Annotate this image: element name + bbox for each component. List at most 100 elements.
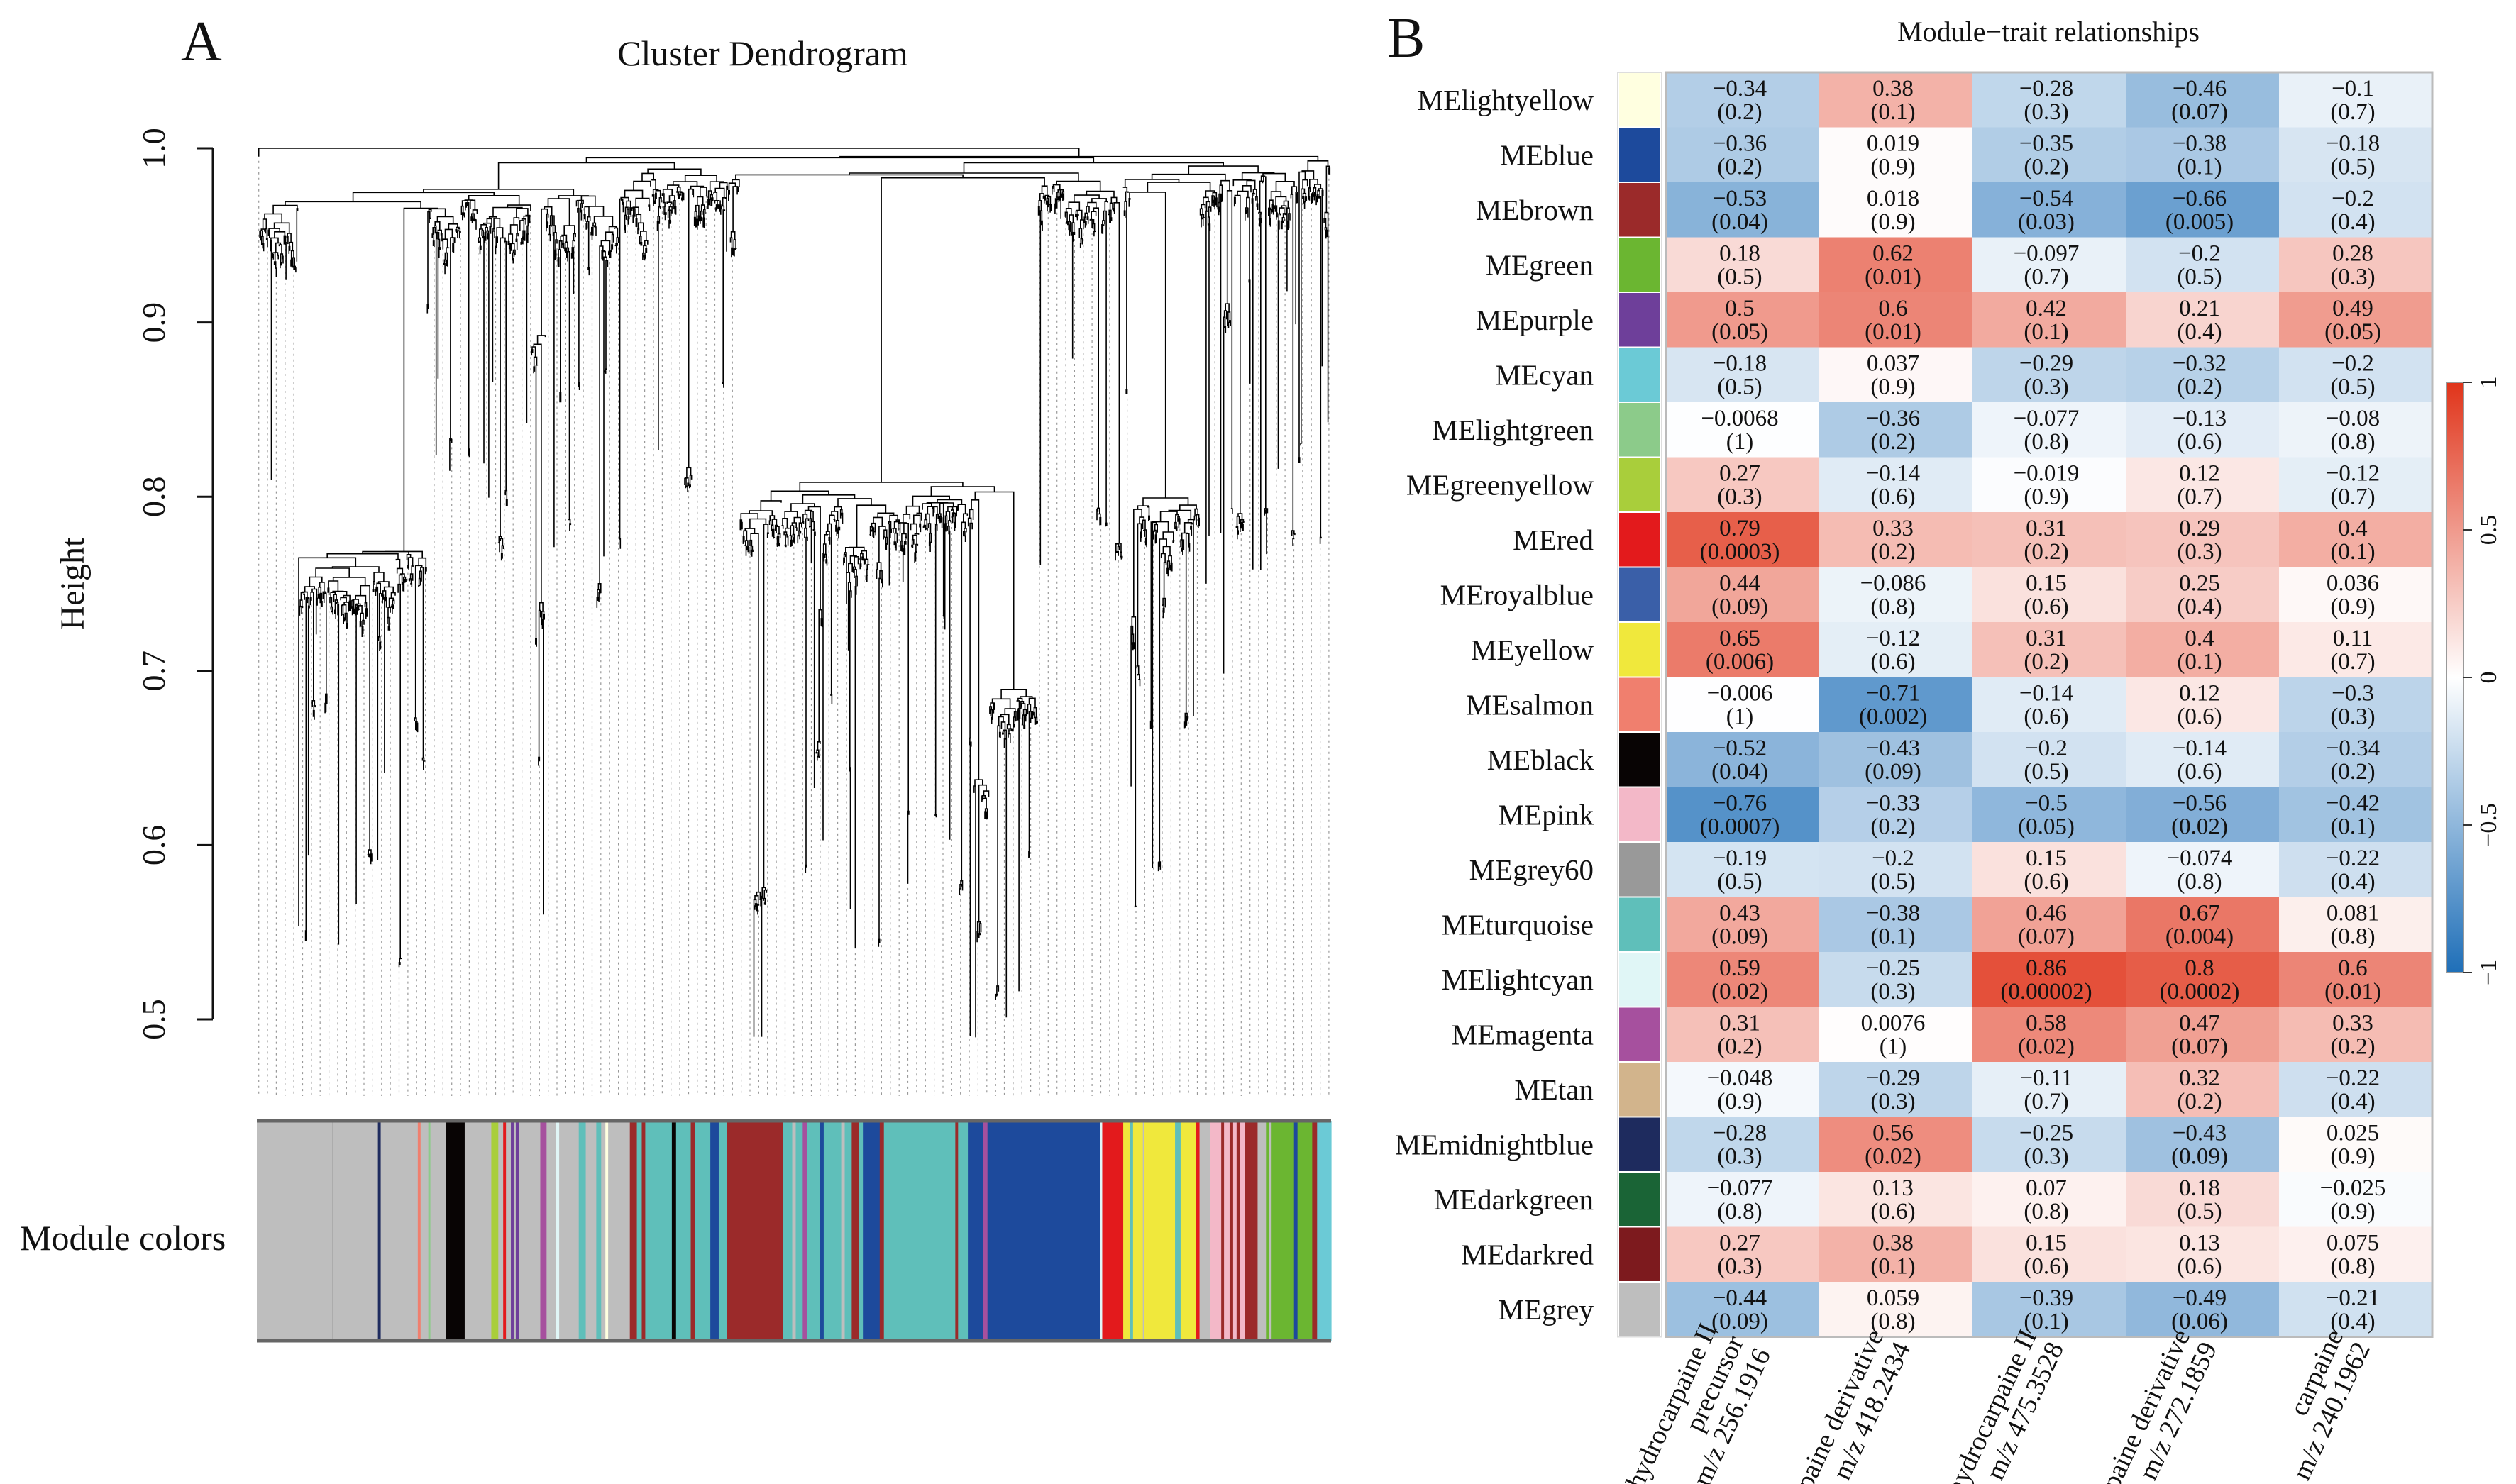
correlation-value: −0.12 — [1866, 626, 1920, 651]
colorbar-tick-label: −0.5 — [2476, 803, 2502, 847]
correlation-value: −0.43 — [1866, 736, 1920, 761]
correlation-value: 0.4 — [2185, 626, 2214, 651]
module-color-swatch — [1619, 458, 1660, 511]
heatmap-cell — [1819, 1007, 1973, 1063]
heatmap-cell — [1666, 897, 1820, 953]
module-strip-segment — [608, 1121, 631, 1341]
p-value: (0.8) — [2024, 429, 2068, 455]
p-value: (0.2) — [1870, 539, 1915, 565]
p-value: (0.4) — [2330, 209, 2375, 235]
heatmap-cell — [2279, 127, 2433, 183]
correlation-value: −0.29 — [1866, 1065, 1920, 1091]
p-value: (0.3) — [1717, 1254, 1762, 1280]
correlation-value: 0.5 — [1725, 296, 1754, 321]
p-value: (0.02) — [2171, 814, 2228, 840]
p-value: (0.00002) — [2000, 979, 2092, 1004]
heatmap-cell — [2279, 897, 2433, 953]
heatmap-cell — [2279, 1062, 2433, 1117]
heatmap-cell — [1972, 952, 2126, 1007]
heatmap-cell — [2279, 1226, 2433, 1283]
p-value: (0.7) — [2024, 1089, 2068, 1114]
module-strip-segment — [641, 1121, 646, 1341]
heatmap-cell — [2279, 842, 2433, 897]
trait-label: carpainem/z 240.1962 — [2260, 1325, 2376, 1484]
module-strip-segment — [883, 1121, 956, 1341]
correlation-value: 0.49 — [2332, 296, 2373, 321]
module-strip-segment — [511, 1121, 514, 1341]
heatmap-cell — [1666, 732, 1820, 787]
correlation-value: 0.15 — [2026, 571, 2067, 597]
module-label: MElightyellow — [1418, 84, 1594, 116]
colorbar-tick-label: 1 — [2476, 377, 2502, 389]
heatmap-cell — [1666, 237, 1820, 293]
heatmap-cell — [2126, 457, 2280, 513]
module-label: MEblack — [1487, 743, 1594, 776]
correlation-value: 0.79 — [1719, 516, 1760, 541]
p-value: (0.4) — [2330, 1089, 2375, 1114]
module-strip-segment — [863, 1121, 881, 1341]
module-strip-segment — [879, 1121, 885, 1341]
correlation-value: 0.6 — [2338, 956, 2367, 981]
trait-label: dehydrocarpaine IIm/z 475.3528 — [1929, 1325, 2070, 1484]
heatmap-cell — [2126, 787, 2280, 843]
y-tick-label: 0.8 — [136, 476, 172, 517]
heatmap-cell — [2126, 292, 2280, 348]
module-strip-segment — [851, 1121, 859, 1341]
module-label: MEbrown — [1476, 194, 1594, 226]
correlation-value: 0.38 — [1872, 1231, 1914, 1256]
heatmap-cell — [2279, 347, 2433, 403]
trait-label: dehydrocarpaine IIprecursorm/z 256.1916 — [1610, 1319, 1777, 1484]
correlation-value: −0.43 — [2173, 1121, 2227, 1146]
p-value: (0.8) — [2330, 429, 2375, 455]
p-value: (0.3) — [2330, 265, 2375, 290]
heatmap-row: MElightcyan 0.59(0.02)−0.25(0.3)0.86(0.00… — [1442, 952, 2433, 1007]
heatmap-cell — [2279, 182, 2433, 238]
colorbar-tick-label: −1 — [2476, 960, 2502, 985]
module-strip-segment — [859, 1121, 864, 1341]
module-color-swatch — [1619, 348, 1660, 402]
module-strip-segment — [1180, 1121, 1197, 1341]
correlation-value: 0.32 — [2179, 1065, 2220, 1091]
module-strip-segment — [578, 1121, 587, 1341]
correlation-value: 0.29 — [2179, 516, 2220, 541]
heatmap-row: MEtan −0.048(0.9) −0.29(0.3) −0.11(0.7) 0.32… — [1514, 1062, 2433, 1117]
heatmap-cell — [1972, 347, 2126, 403]
correlation-value: −0.21 — [2326, 1285, 2380, 1311]
heatmap-cell — [1666, 402, 1820, 458]
heatmap-row: MEgrey60 −0.19(0.5)−0.2(0.5)0.15(0.6)−0.0… — [1469, 842, 2433, 897]
correlation-value: 0.11 — [2333, 626, 2373, 651]
heatmap-cell — [1819, 677, 1973, 733]
panel-b-letter: B — [1387, 7, 1425, 70]
module-strip-segment — [1232, 1121, 1237, 1341]
p-value: (0.1) — [2330, 814, 2375, 840]
module-strip-segment — [987, 1121, 1101, 1341]
p-value: (0.2) — [1717, 99, 1762, 125]
module-strip-segment — [605, 1121, 609, 1341]
module-label: MEgrey — [1499, 1293, 1594, 1326]
module-label: MEturquoise — [1442, 908, 1594, 941]
module-strip-segment — [513, 1121, 517, 1341]
p-value: (0.7) — [2024, 265, 2068, 290]
heatmap-cell — [2126, 1062, 2280, 1117]
heatmap-cell — [1819, 292, 1973, 348]
p-value: (0.5) — [2330, 155, 2375, 180]
p-value: (0.6) — [2024, 1254, 2068, 1280]
p-value: (0.09) — [1711, 594, 1768, 620]
trait-labels: dehydrocarpaine IIprecursorm/z 256.1916 c… — [1610, 1319, 2377, 1484]
heatmap-cell — [2126, 1172, 2280, 1227]
heatmap-cell — [1819, 1226, 1973, 1283]
module-label: MEgreenyellow — [1406, 468, 1594, 501]
correlation-value: −0.14 — [2173, 736, 2227, 761]
module-color-swatch — [1619, 787, 1660, 841]
module-strip-segment — [1266, 1121, 1269, 1341]
correlation-value: −0.5 — [2025, 791, 2068, 816]
correlation-value: 0.59 — [1719, 956, 1760, 981]
module-label: MEcyan — [1495, 358, 1594, 391]
heatmap-cell — [2279, 1007, 2433, 1063]
module-strip-segment — [1271, 1121, 1295, 1341]
module-strip-segment — [1196, 1121, 1201, 1341]
p-value: (0.9) — [1870, 209, 1915, 235]
module-strip-segment — [1245, 1121, 1259, 1341]
correlation-value: −0.12 — [2326, 461, 2380, 487]
p-value: (0.07) — [2171, 1034, 2228, 1060]
